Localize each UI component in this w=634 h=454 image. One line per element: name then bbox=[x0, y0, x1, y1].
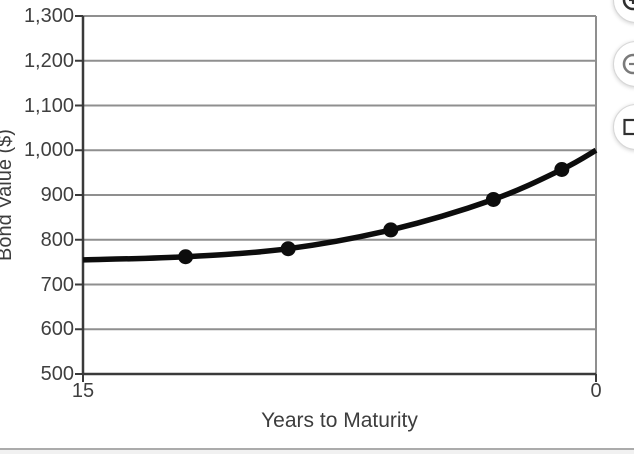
x-axis-title: Years to Maturity bbox=[261, 409, 418, 432]
y-tick-label: 1,200 bbox=[23, 49, 74, 72]
y-tick-label: 900 bbox=[40, 184, 74, 206]
circle-minus-icon bbox=[622, 53, 634, 75]
y-tick-label: 600 bbox=[40, 318, 74, 341]
y-tick-label: 700 bbox=[40, 273, 74, 296]
y-tick-label: 1,000 bbox=[23, 139, 74, 162]
data-point-marker bbox=[178, 249, 194, 265]
data-point-marker bbox=[383, 222, 399, 238]
y-tick-label: 500 bbox=[40, 363, 74, 385]
y-tick-label: 1,100 bbox=[23, 94, 74, 117]
circle-plus-icon bbox=[622, 0, 634, 11]
y-tick-label: 1,300 bbox=[23, 5, 74, 27]
x-tick-label: 0 bbox=[590, 380, 602, 402]
data-point-marker bbox=[554, 161, 570, 177]
bond-value-line bbox=[82, 147, 598, 263]
y-tick-label: 800 bbox=[40, 228, 74, 251]
data-point-marker bbox=[485, 191, 501, 207]
bottom-divider bbox=[0, 448, 634, 454]
x-tick-label: 15 bbox=[71, 380, 95, 402]
square-icon bbox=[623, 118, 634, 136]
y-axis-title: Bond Value ($) bbox=[0, 129, 16, 261]
data-point-marker bbox=[280, 241, 296, 257]
